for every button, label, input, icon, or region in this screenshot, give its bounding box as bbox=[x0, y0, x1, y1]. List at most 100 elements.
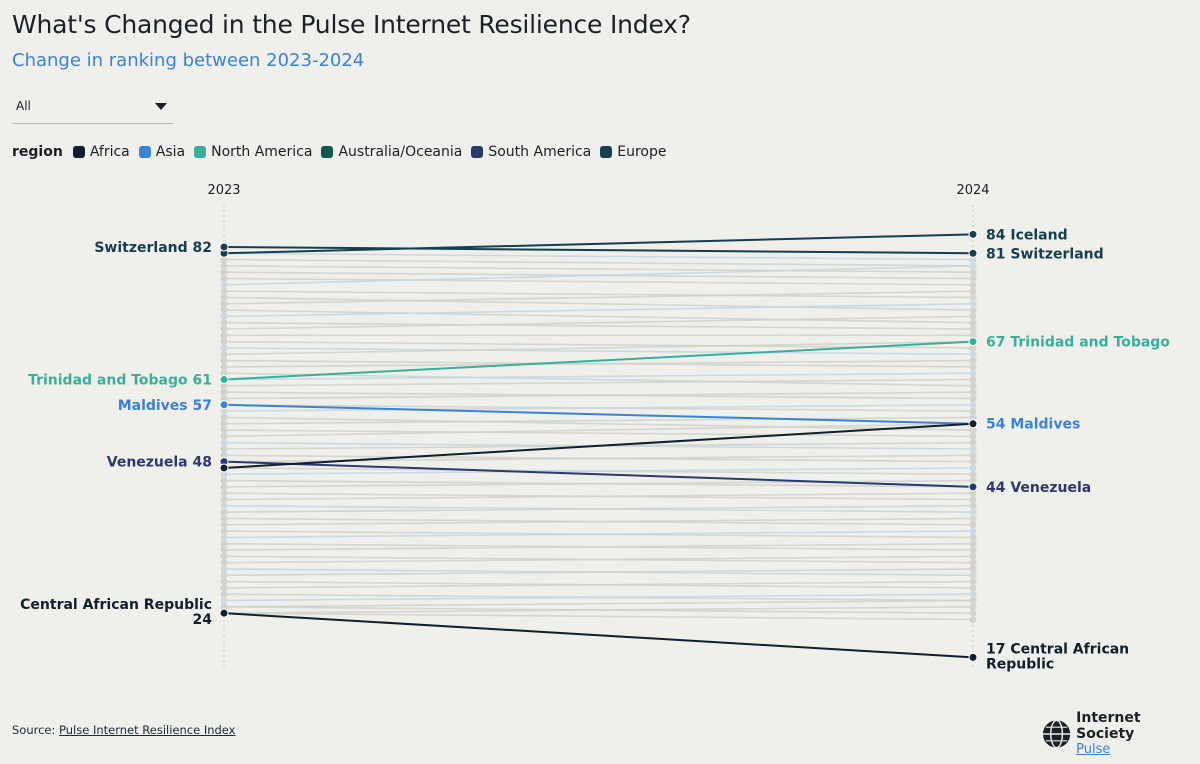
background-point bbox=[969, 571, 977, 579]
background-point bbox=[969, 464, 977, 472]
background-point bbox=[220, 344, 228, 352]
legend-item-africa[interactable]: Africa bbox=[72, 144, 130, 160]
background-point bbox=[220, 388, 228, 396]
background-point bbox=[220, 496, 228, 504]
background-line bbox=[223, 315, 974, 330]
background-line bbox=[223, 422, 974, 438]
background-point bbox=[969, 293, 977, 301]
x-tick-label-2023: 2023 bbox=[207, 183, 240, 198]
background-line bbox=[223, 265, 974, 286]
legend-item-north-america[interactable]: North America bbox=[194, 144, 312, 160]
highlight-line[interactable] bbox=[223, 403, 974, 425]
background-line bbox=[223, 309, 974, 324]
background-point bbox=[969, 331, 977, 339]
region-filter-value: All bbox=[16, 99, 31, 113]
brand-logo[interactable]: Internet Society Pulse bbox=[1042, 710, 1200, 757]
background-line bbox=[223, 277, 974, 286]
highlight-line[interactable] bbox=[223, 422, 974, 469]
legend-swatch-australia-oceania bbox=[321, 146, 334, 158]
background-line bbox=[223, 542, 974, 551]
brand-sub: Pulse bbox=[1076, 742, 1111, 757]
background-point bbox=[969, 319, 977, 327]
background-point bbox=[969, 426, 977, 434]
background-point bbox=[220, 439, 228, 447]
background-point bbox=[220, 477, 228, 485]
background-point bbox=[220, 521, 228, 529]
background-point bbox=[220, 325, 228, 333]
background-point bbox=[969, 565, 977, 573]
background-point bbox=[969, 268, 977, 276]
highlight-point[interactable] bbox=[968, 482, 978, 492]
background-point bbox=[220, 514, 228, 522]
highlight-point[interactable] bbox=[968, 652, 978, 662]
highlight-line[interactable] bbox=[223, 245, 974, 255]
highlight-point[interactable] bbox=[968, 419, 978, 429]
background-point bbox=[969, 470, 977, 478]
background-line bbox=[223, 372, 974, 387]
background-point bbox=[220, 268, 228, 276]
legend-label: North America bbox=[211, 144, 313, 160]
background-line bbox=[223, 290, 974, 299]
highlight-line[interactable] bbox=[223, 460, 974, 488]
background-point bbox=[220, 597, 228, 605]
background-point bbox=[969, 597, 977, 605]
background-point bbox=[969, 540, 977, 548]
background-point bbox=[220, 407, 228, 415]
legend-item-europe[interactable]: Europe bbox=[600, 144, 666, 160]
highlight-point[interactable] bbox=[219, 375, 229, 385]
background-line bbox=[223, 252, 974, 261]
background-line bbox=[223, 378, 974, 387]
source-note: Source: Pulse Internet Resilience Index bbox=[12, 723, 236, 737]
background-point bbox=[969, 376, 977, 384]
highlight-line[interactable] bbox=[223, 612, 974, 659]
background-point bbox=[220, 350, 228, 358]
highlight-point[interactable] bbox=[219, 463, 229, 473]
background-point bbox=[220, 369, 228, 377]
label-2023: Venezuela 48 bbox=[107, 455, 212, 471]
x-tick-label-2024: 2024 bbox=[956, 183, 989, 198]
background-point bbox=[220, 546, 228, 554]
background-point bbox=[969, 552, 977, 560]
legend-label: Asia bbox=[155, 144, 186, 160]
page-title: What's Changed in the Pulse Internet Res… bbox=[12, 10, 691, 39]
background-point bbox=[220, 338, 228, 346]
background-point bbox=[220, 565, 228, 573]
legend-label: Europe bbox=[617, 144, 667, 160]
background-point bbox=[220, 470, 228, 478]
highlight-point[interactable] bbox=[219, 608, 229, 618]
background-point bbox=[969, 521, 977, 529]
highlight-point[interactable] bbox=[968, 248, 978, 258]
legend-item-australia-oceania[interactable]: Australia/Oceania bbox=[321, 144, 462, 160]
highlight-point[interactable] bbox=[968, 229, 978, 239]
background-point bbox=[220, 293, 228, 301]
source-link[interactable]: Pulse Internet Resilience Index bbox=[59, 723, 236, 737]
background-point bbox=[969, 281, 977, 289]
background-point bbox=[969, 559, 977, 567]
background-point bbox=[220, 508, 228, 516]
region-filter-dropdown[interactable]: All bbox=[12, 92, 173, 124]
background-line bbox=[223, 404, 974, 412]
background-point bbox=[969, 382, 977, 390]
highlight-point[interactable] bbox=[219, 242, 229, 252]
legend-item-asia[interactable]: Asia bbox=[138, 144, 186, 160]
legend-swatch-south-america bbox=[471, 146, 484, 158]
highlight-line[interactable] bbox=[223, 340, 974, 381]
legend-item-south-america[interactable]: South America bbox=[471, 144, 591, 160]
background-point bbox=[220, 445, 228, 453]
background-point bbox=[220, 527, 228, 535]
background-line bbox=[223, 599, 974, 608]
background-point bbox=[220, 306, 228, 314]
background-point bbox=[969, 432, 977, 440]
background-point bbox=[969, 508, 977, 516]
background-point bbox=[969, 496, 977, 504]
background-point bbox=[969, 439, 977, 447]
highlight-point[interactable] bbox=[968, 337, 978, 347]
background-point bbox=[220, 578, 228, 586]
highlight-point[interactable] bbox=[219, 400, 229, 410]
background-point bbox=[220, 281, 228, 289]
highlight-line[interactable] bbox=[223, 233, 974, 255]
background-point bbox=[969, 502, 977, 510]
background-point bbox=[220, 382, 228, 390]
background-lines bbox=[220, 249, 977, 623]
background-point bbox=[969, 407, 977, 415]
